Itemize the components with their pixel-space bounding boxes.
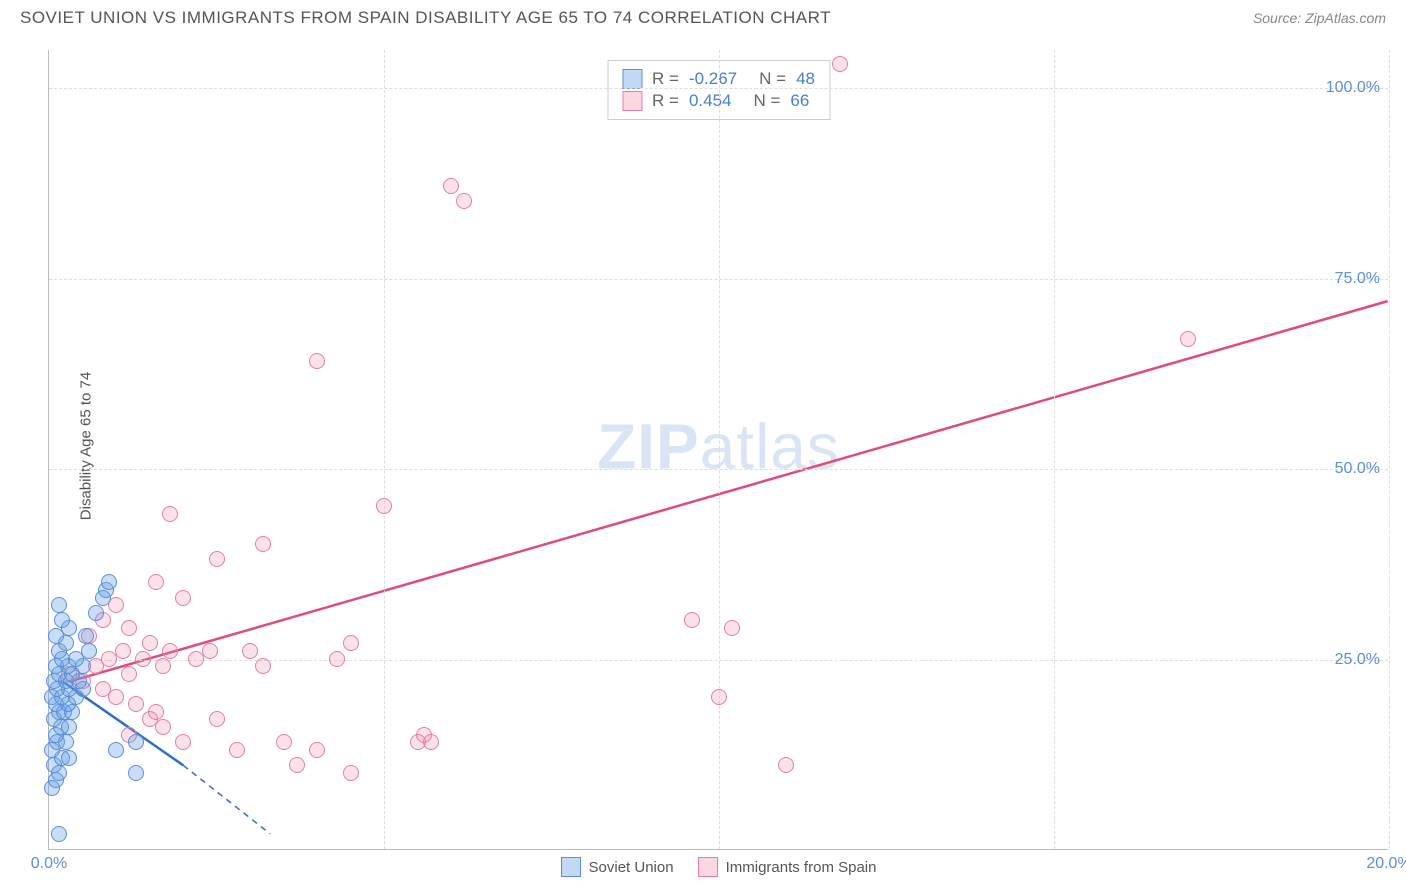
legend-r-label: R = <box>652 69 679 89</box>
y-tick-label: 50.0% <box>1335 460 1380 478</box>
scatter-point-pink <box>289 757 305 773</box>
series-legend-item: Immigrants from Spain <box>698 857 877 877</box>
scatter-point-pink <box>142 635 158 651</box>
scatter-point-pink <box>255 658 271 674</box>
scatter-point-pink <box>121 666 137 682</box>
scatter-point-pink <box>229 742 245 758</box>
legend-r-value: 0.454 <box>689 91 732 111</box>
scatter-point-pink <box>135 651 151 667</box>
scatter-point-pink <box>155 658 171 674</box>
scatter-point-pink <box>175 590 191 606</box>
scatter-point-pink <box>202 643 218 659</box>
scatter-point-pink <box>724 620 740 636</box>
scatter-point-pink <box>276 734 292 750</box>
scatter-point-pink <box>162 506 178 522</box>
scatter-point-pink <box>121 620 137 636</box>
scatter-point-blue <box>51 597 67 613</box>
y-tick-label: 25.0% <box>1335 651 1380 669</box>
legend-r-label: R = <box>652 91 679 111</box>
scatter-point-pink <box>309 353 325 369</box>
scatter-point-pink <box>108 597 124 613</box>
scatter-point-blue <box>78 628 94 644</box>
legend-swatch-icon <box>622 91 642 111</box>
legend-n-label: N = <box>753 91 780 111</box>
gridline-vertical <box>719 50 720 849</box>
scatter-point-pink <box>443 178 459 194</box>
scatter-point-pink <box>155 719 171 735</box>
legend-swatch-icon <box>622 69 642 89</box>
scatter-point-blue <box>108 742 124 758</box>
legend-n-label: N = <box>759 69 786 89</box>
scatter-point-pink <box>832 56 848 72</box>
chart-title: SOVIET UNION VS IMMIGRANTS FROM SPAIN DI… <box>20 8 831 28</box>
scatter-point-pink <box>209 711 225 727</box>
scatter-point-pink <box>343 635 359 651</box>
scatter-point-pink <box>115 643 131 659</box>
scatter-point-blue <box>101 574 117 590</box>
scatter-point-pink <box>778 757 794 773</box>
scatter-point-blue <box>128 765 144 781</box>
chart-plot-area: ZIPatlas R = -0.267N = 48R = 0.454N = 66… <box>48 50 1388 850</box>
series-legend-item: Soviet Union <box>561 857 674 877</box>
gridline-vertical <box>384 50 385 849</box>
scatter-point-pink <box>376 498 392 514</box>
scatter-point-pink <box>148 574 164 590</box>
legend-n-value: 66 <box>790 91 809 111</box>
legend-swatch-icon <box>698 857 718 877</box>
scatter-point-pink <box>423 734 439 750</box>
legend-n-value: 48 <box>796 69 815 89</box>
scatter-point-blue <box>54 612 70 628</box>
series-legend: Soviet Union Immigrants from Spain <box>561 857 877 877</box>
scatter-point-pink <box>329 651 345 667</box>
x-tick-label: 0.0% <box>31 855 67 873</box>
scatter-point-blue <box>51 826 67 842</box>
scatter-point-blue <box>61 750 77 766</box>
scatter-point-pink <box>209 551 225 567</box>
x-tick-label: 20.0% <box>1366 855 1406 873</box>
scatter-point-pink <box>1180 331 1196 347</box>
series-legend-label: Soviet Union <box>589 859 674 876</box>
scatter-point-pink <box>162 643 178 659</box>
scatter-point-pink <box>108 689 124 705</box>
legend-swatch-icon <box>561 857 581 877</box>
scatter-point-pink <box>711 689 727 705</box>
legend-r-value: -0.267 <box>689 69 737 89</box>
scatter-point-blue <box>81 643 97 659</box>
y-tick-label: 100.0% <box>1326 79 1380 97</box>
scatter-point-blue <box>88 605 104 621</box>
gridline-vertical <box>1054 50 1055 849</box>
scatter-point-pink <box>175 734 191 750</box>
source-attribution: Source: ZipAtlas.com <box>1253 10 1386 26</box>
scatter-point-pink <box>456 193 472 209</box>
gridline-vertical <box>1389 50 1390 849</box>
scatter-point-pink <box>255 536 271 552</box>
scatter-point-pink <box>128 696 144 712</box>
scatter-point-blue <box>128 734 144 750</box>
scatter-point-blue <box>61 719 77 735</box>
y-tick-label: 75.0% <box>1335 270 1380 288</box>
scatter-point-pink <box>684 612 700 628</box>
scatter-point-pink <box>242 643 258 659</box>
series-legend-label: Immigrants from Spain <box>726 859 877 876</box>
scatter-point-pink <box>309 742 325 758</box>
scatter-point-pink <box>343 765 359 781</box>
